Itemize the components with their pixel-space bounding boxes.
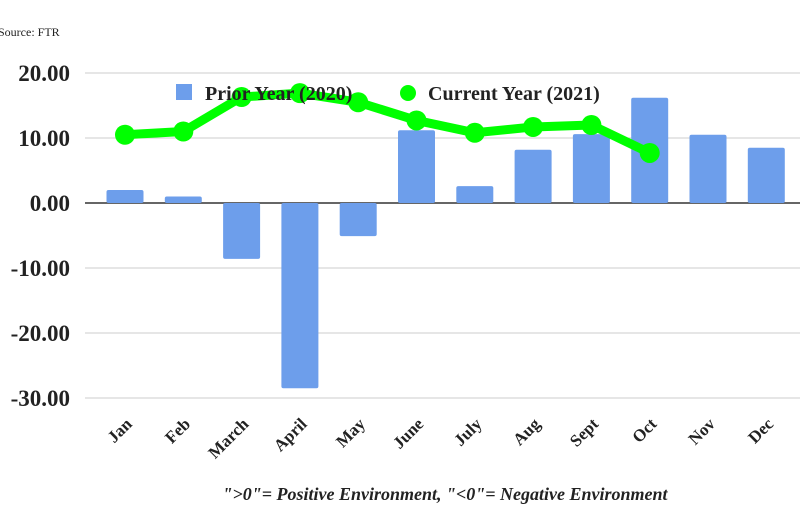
footer-note: ">0"= Positive Environment, "<0"= Negati… [222,484,668,504]
y-tick-label: 10.00 [18,126,70,151]
point-june [406,110,427,131]
x-tick-label: Dec [744,414,777,447]
x-tick-label: July [450,414,486,450]
point-aug [523,116,544,137]
bar-march [223,203,261,259]
y-tick-label: -20.00 [11,321,70,346]
bar-may [339,203,377,237]
bar-aug [514,149,552,203]
bar-feb [164,196,202,203]
y-tick-label: 0.00 [30,191,70,216]
bar-july [456,186,494,203]
x-tick-label: Oct [628,414,660,446]
bar-june [398,130,435,203]
legend-swatch-current [400,85,416,101]
y-tick-label: -10.00 [11,256,70,281]
x-tick-label: April [270,414,311,455]
point-oct [639,142,660,163]
current-year-line [124,88,652,158]
bar-dec [747,147,785,203]
bar-sept [572,134,610,203]
point-july [464,122,485,143]
legend-label-current: Current Year (2021) [428,83,600,105]
bar-april [281,203,319,389]
point-jan [115,124,135,145]
bar-nov [689,134,727,203]
legend-label-prior: Prior Year (2020) [205,83,352,105]
source-note: Source: FTR [0,25,60,39]
point-may [348,92,369,113]
x-tick-label: Jan [104,414,137,447]
point-april [289,83,310,104]
x-tick-label: Feb [161,414,194,447]
y-tick-label: 20.00 [18,61,70,86]
point-sept [581,115,602,135]
x-tick-label: March [204,414,252,462]
x-tick-label: May [332,414,369,451]
x-tick-label: Sept [566,414,602,450]
x-tick-label: Aug [509,414,544,449]
x-tick-label: June [389,414,427,452]
point-feb [173,121,194,142]
legend-swatch-prior [176,84,192,100]
y-tick-label: -30.00 [11,386,70,411]
x-tick-label: Nov [685,414,719,448]
point-march [231,87,252,108]
bar-jan [106,190,144,203]
